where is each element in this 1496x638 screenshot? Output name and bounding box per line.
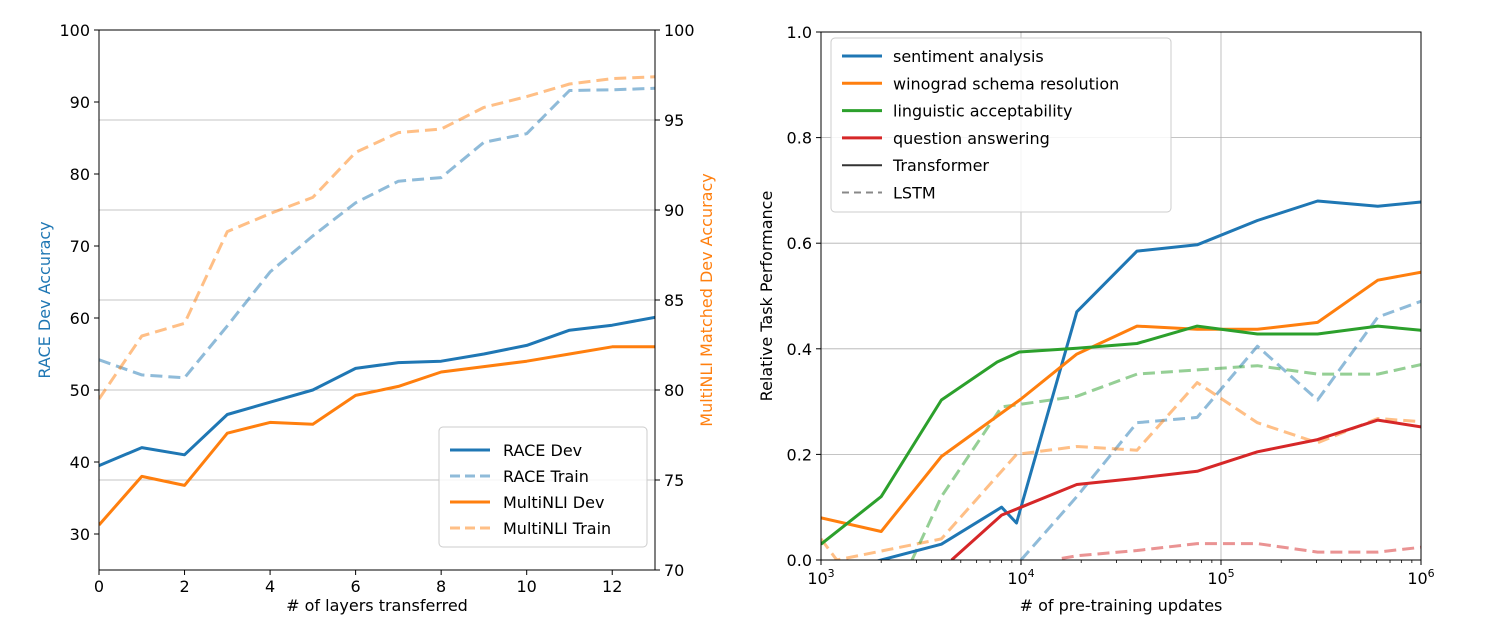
y-left-tick-label: 70 xyxy=(70,237,90,256)
y-left-tick-label: 50 xyxy=(70,381,90,400)
legend-label-linguistic-acceptability: linguistic acceptability xyxy=(893,102,1072,121)
y-right-tick-label: 80 xyxy=(664,381,684,400)
x-tick-label: 0 xyxy=(94,577,104,596)
y-left-tick-label: 40 xyxy=(70,453,90,472)
legend: RACE Dev RACE Train MultiNLI Dev MultiNLI T… xyxy=(438,426,648,548)
x-tick-label-base: 10 xyxy=(1407,569,1427,588)
x-tick-label: 105 xyxy=(1207,567,1234,588)
x-tick-label-exponent: 3 xyxy=(828,567,835,580)
x-tick-label: 8 xyxy=(436,577,446,596)
plot-frame xyxy=(820,31,1422,561)
x-tick-label: 10 xyxy=(517,577,537,596)
y-right-tick-label: 70 xyxy=(664,561,684,580)
y-left-axis-label: RACE Dev Accuracy xyxy=(35,221,54,378)
legend-label-winograd-schema-resolution: winograd schema resolution xyxy=(893,74,1119,93)
y-tick-label: 0.8 xyxy=(787,129,812,148)
legend-label-race-train: RACE Train xyxy=(503,467,589,486)
legend: sentiment analysis winograd schema resolu… xyxy=(830,37,1172,213)
y-left-tick-label: 100 xyxy=(59,21,90,40)
x-tick-label-base: 10 xyxy=(1007,569,1027,588)
y-left-tick-label: 30 xyxy=(70,525,90,544)
series-line-lstm-question-answering xyxy=(1061,542,1421,560)
legend-label-lstm: LSTM xyxy=(893,184,936,203)
x-tick-label: 6 xyxy=(351,577,361,596)
legend-box xyxy=(830,37,1172,213)
y-tick-label: 1.0 xyxy=(787,23,812,42)
y-right-tick-label: 100 xyxy=(664,21,695,40)
x-tick-label-base: 10 xyxy=(1207,569,1227,588)
x-tick-label: 12 xyxy=(602,577,622,596)
y-right-tick-label: 90 xyxy=(664,201,684,220)
x-tick-label: 103 xyxy=(807,567,834,588)
x-tick-label: 2 xyxy=(179,577,189,596)
x-tick-label-exponent: 6 xyxy=(1428,567,1435,580)
y-tick-label: 0.2 xyxy=(787,445,812,464)
legend-label-transformer: Transformer xyxy=(892,156,989,175)
y-left-tick-label: 80 xyxy=(70,165,90,184)
series-line-multinli-train xyxy=(99,75,655,400)
legend-label-race-dev: RACE Dev xyxy=(503,441,582,460)
x-tick-label: 4 xyxy=(265,577,275,596)
y-axis-label: Relative Task Performance xyxy=(757,191,776,402)
y-right-axis-label: MultiNLI Matched Dev Accuracy xyxy=(697,173,716,426)
series-line-transformer-sentiment-analysis xyxy=(875,199,1421,560)
y-right-tick-label: 75 xyxy=(664,471,684,490)
x-tick-label-exponent: 4 xyxy=(1028,567,1035,580)
x-axis-label: # of layers transferred xyxy=(286,596,468,615)
x-tick-label: 106 xyxy=(1407,567,1434,588)
x-tick-label: 104 xyxy=(1007,567,1034,588)
y-left-tick-label: 90 xyxy=(70,93,90,112)
series-line-lstm-winograd-schema-resolution xyxy=(821,381,1421,560)
series-line-multinli-dev xyxy=(99,345,655,526)
y-left-tick-label: 60 xyxy=(70,309,90,328)
legend-label-multinli-dev: MultiNLI Dev xyxy=(503,493,604,512)
y-tick-label: 0.4 xyxy=(787,340,812,359)
x-tick-label-base: 10 xyxy=(807,569,827,588)
legend-label-sentiment-analysis: sentiment analysis xyxy=(893,47,1044,66)
left-chart: 0 2 4 6 8 10 12 30 40 50 60 70 80 90 100 70 75 80 85 90 95 10… xyxy=(35,21,716,615)
series-line-transformer-winograd-schema-resolution xyxy=(821,270,1421,533)
series-line-transformer-question-answering xyxy=(950,418,1421,560)
legend-label-multinli-train: MultiNLI Train xyxy=(503,519,611,538)
x-tick-label-exponent: 5 xyxy=(1228,567,1235,580)
series-line-transformer-linguistic-acceptability xyxy=(821,324,1421,546)
series-line-lstm-linguistic-acceptability xyxy=(910,363,1421,560)
y-tick-label: 0.0 xyxy=(787,551,812,570)
x-axis-label: # of pre-training updates xyxy=(1020,596,1223,615)
y-tick-label: 0.6 xyxy=(787,234,812,253)
series-line-race-dev xyxy=(99,315,655,467)
series-line-race-train xyxy=(99,86,655,380)
y-right-tick-label: 95 xyxy=(664,111,684,130)
y-right-tick-label: 85 xyxy=(664,291,684,310)
legend-box xyxy=(438,426,648,548)
legend-label-question-answering: question answering xyxy=(893,129,1050,148)
